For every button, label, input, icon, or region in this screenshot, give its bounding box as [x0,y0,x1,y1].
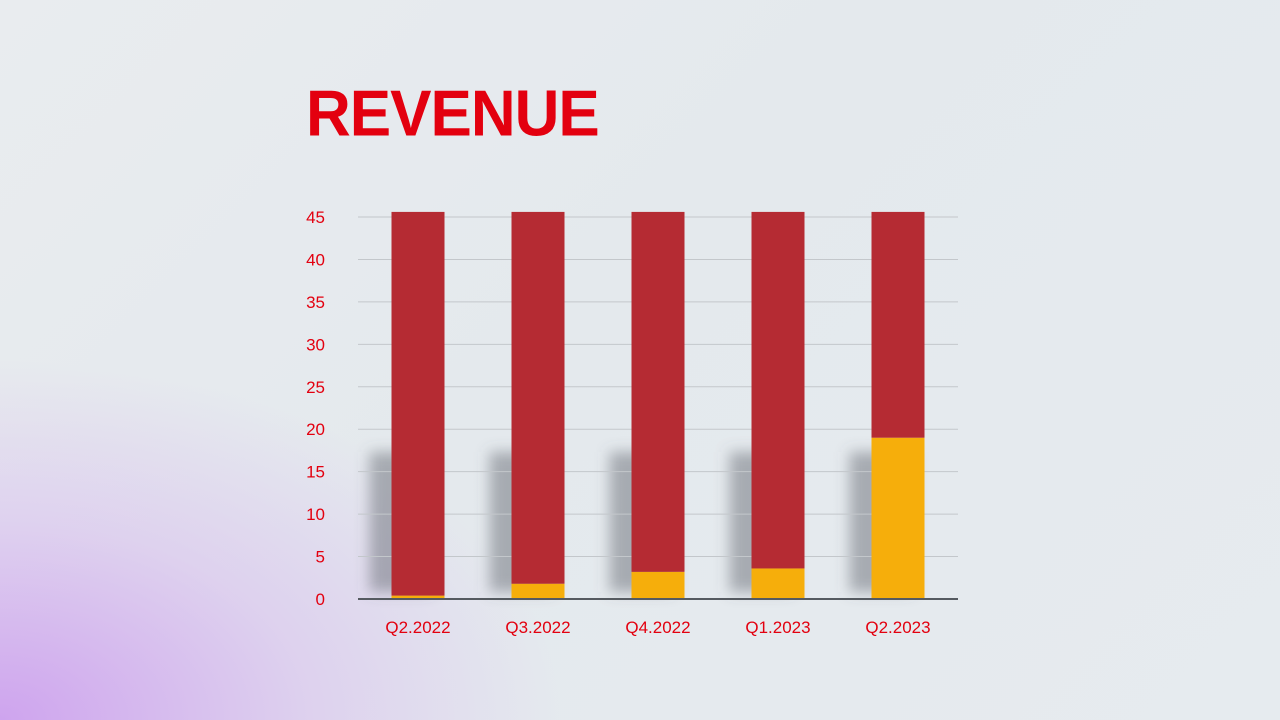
bar-segment-upper-Q2.2023 [871,211,925,438]
x-axis-tick-labels: Q2.2022 Q3.2022 Q4.2022 Q1.2023 Q2.2023 [385,618,930,637]
y-axis-tick-labels: 0 5 10 15 20 25 30 35 40 45 [306,208,325,609]
bars [391,211,925,599]
y-tick-label: 0 [316,590,325,609]
bar-segment-lower-Q3.2022 [511,583,565,599]
bar-segment-upper-Q1.2023 [751,211,805,569]
y-tick-label: 40 [306,250,325,269]
y-tick-label: 10 [306,505,325,524]
y-tick-label: 45 [306,208,325,227]
x-tick-label: Q2.2023 [865,618,930,637]
y-tick-label: 15 [306,463,325,482]
bar-segment-lower-Q1.2023 [751,568,805,599]
bar-segment-upper-Q4.2022 [631,211,685,572]
x-tick-label: Q3.2022 [505,618,570,637]
bar-segment-upper-Q2.2022 [391,211,445,596]
y-tick-label: 35 [306,293,325,312]
y-tick-label: 20 [306,420,325,439]
y-tick-label: 30 [306,335,325,354]
x-tick-label: Q1.2023 [745,618,810,637]
x-tick-label: Q4.2022 [625,618,690,637]
bar-segment-lower-Q4.2022 [631,571,685,599]
x-tick-label: Q2.2022 [385,618,450,637]
bar-segment-lower-Q2.2023 [871,437,925,599]
bar-segment-lower-Q2.2022 [391,595,445,599]
bar-segment-upper-Q3.2022 [511,211,565,584]
y-tick-label: 5 [316,548,325,567]
chart-title: REVENUE [306,78,600,151]
y-tick-label: 25 [306,378,325,397]
